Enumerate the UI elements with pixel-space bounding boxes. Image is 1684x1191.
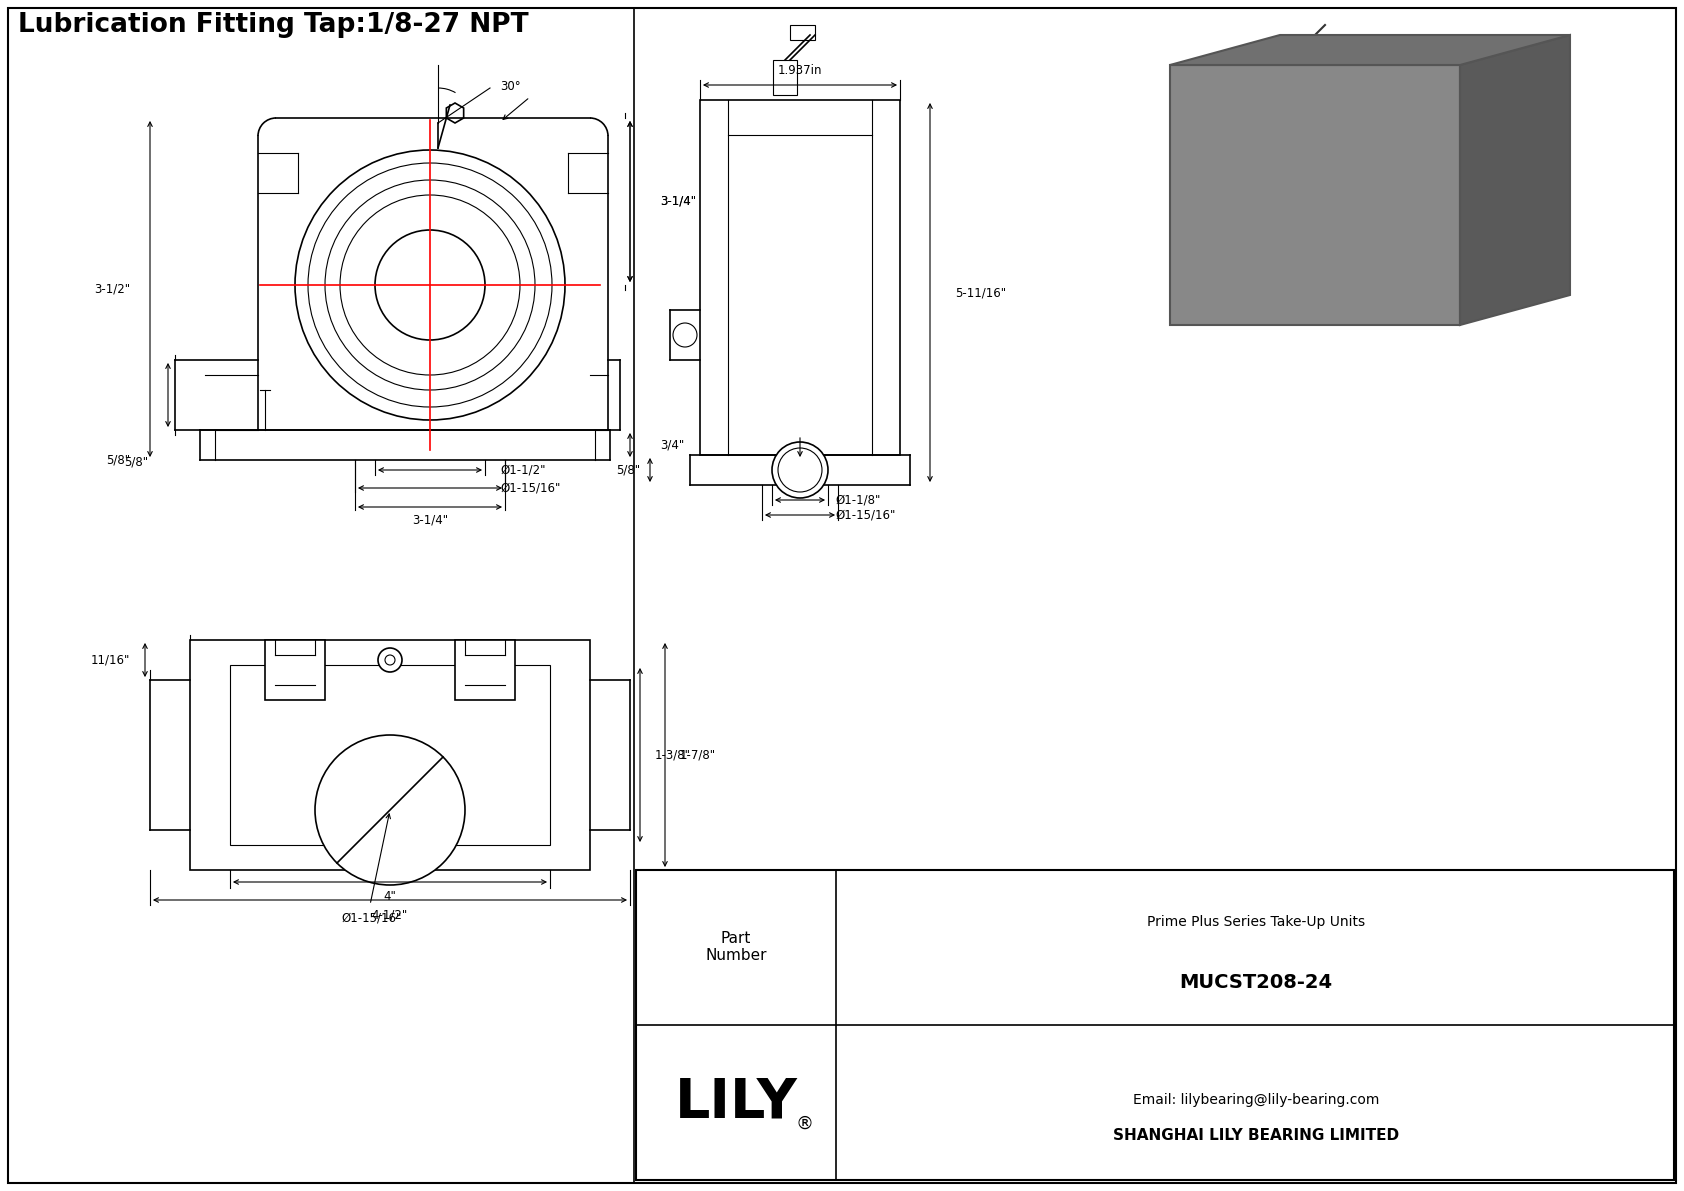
Text: 11/16": 11/16" xyxy=(91,654,130,667)
Circle shape xyxy=(1418,88,1431,102)
Circle shape xyxy=(295,150,566,420)
Circle shape xyxy=(1418,283,1431,297)
Bar xyxy=(773,60,797,95)
Text: 3-1/4": 3-1/4" xyxy=(660,195,695,208)
Circle shape xyxy=(1187,278,1212,303)
Text: ®: ® xyxy=(795,1115,813,1133)
Bar xyxy=(264,640,325,700)
Text: SHANGHAI LILY BEARING LIMITED: SHANGHAI LILY BEARING LIMITED xyxy=(1113,1128,1399,1142)
Text: 3-1/2": 3-1/2" xyxy=(94,282,130,295)
Circle shape xyxy=(386,655,396,665)
Polygon shape xyxy=(446,102,463,123)
Circle shape xyxy=(1413,83,1436,107)
Circle shape xyxy=(325,180,536,389)
Text: Ø1-1/8": Ø1-1/8" xyxy=(835,493,881,506)
Polygon shape xyxy=(1170,66,1460,325)
Circle shape xyxy=(315,735,465,885)
Bar xyxy=(231,665,551,844)
Text: Ø1-15/16": Ø1-15/16" xyxy=(835,509,896,522)
Text: 5/8": 5/8" xyxy=(125,455,148,468)
Text: 5-11/16": 5-11/16" xyxy=(955,286,1005,299)
Bar xyxy=(190,640,589,869)
Circle shape xyxy=(778,448,822,492)
Text: 5/8": 5/8" xyxy=(106,454,130,467)
Circle shape xyxy=(308,163,552,407)
Bar xyxy=(637,869,1674,1180)
Text: Ø1-15/16": Ø1-15/16" xyxy=(500,481,561,494)
Text: 3-1/4": 3-1/4" xyxy=(660,195,695,208)
Circle shape xyxy=(1413,278,1436,303)
Text: 5/8": 5/8" xyxy=(616,463,640,476)
Text: 4": 4" xyxy=(384,890,396,903)
Text: Lubrication Fitting Tap:1/8-27 NPT: Lubrication Fitting Tap:1/8-27 NPT xyxy=(19,12,529,38)
Circle shape xyxy=(377,648,402,672)
Text: 3-1/4": 3-1/4" xyxy=(413,513,448,526)
Text: Ø1-1/2": Ø1-1/2" xyxy=(500,463,546,476)
Text: Part
Number: Part Number xyxy=(706,931,766,964)
Text: 1-7/8": 1-7/8" xyxy=(680,748,716,761)
Circle shape xyxy=(1192,283,1207,297)
Text: 3/4": 3/4" xyxy=(660,438,684,451)
Text: 30°: 30° xyxy=(500,81,520,94)
Polygon shape xyxy=(1170,35,1569,66)
Circle shape xyxy=(340,195,520,375)
Bar xyxy=(790,25,815,40)
Text: 1.937in: 1.937in xyxy=(778,63,822,76)
Text: Prime Plus Series Take-Up Units: Prime Plus Series Take-Up Units xyxy=(1147,915,1366,929)
Bar xyxy=(455,640,515,700)
Circle shape xyxy=(1255,130,1376,250)
Circle shape xyxy=(1273,148,1357,232)
Circle shape xyxy=(1243,118,1388,262)
Text: Ø1-15/16": Ø1-15/16" xyxy=(342,911,402,924)
Bar xyxy=(701,100,899,455)
Circle shape xyxy=(376,230,485,339)
Circle shape xyxy=(1187,83,1212,107)
Text: 1-3/8": 1-3/8" xyxy=(655,748,690,761)
Text: 4-1/2": 4-1/2" xyxy=(372,909,408,922)
Circle shape xyxy=(674,323,697,347)
Circle shape xyxy=(1287,162,1344,218)
Text: Email: lilybearing@lily-bearing.com: Email: lilybearing@lily-bearing.com xyxy=(1133,1093,1379,1106)
Polygon shape xyxy=(1460,35,1569,325)
Circle shape xyxy=(771,442,829,498)
Text: LILY: LILY xyxy=(675,1075,798,1129)
Text: MUCST208-24: MUCST208-24 xyxy=(1179,973,1332,991)
Circle shape xyxy=(1192,88,1207,102)
Circle shape xyxy=(1426,71,1443,88)
